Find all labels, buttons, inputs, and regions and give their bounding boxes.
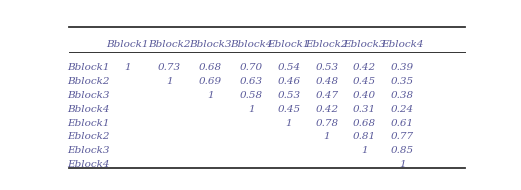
Text: Bblock4: Bblock4 [230,40,273,48]
Text: 1: 1 [400,160,406,169]
Text: Bblock2: Bblock2 [67,77,109,86]
Text: Bblock4: Bblock4 [67,105,109,114]
Text: 1: 1 [324,132,330,141]
Text: 0.53: 0.53 [277,91,301,100]
Text: Eblock1: Eblock1 [67,119,109,127]
Text: Eblock2: Eblock2 [67,132,109,141]
Text: 0.61: 0.61 [391,119,414,127]
Text: Eblock1: Eblock1 [268,40,310,48]
Text: Bblock2: Bblock2 [148,40,191,48]
Text: 0.68: 0.68 [353,119,376,127]
Text: 0.39: 0.39 [391,63,414,72]
Text: 0.68: 0.68 [199,63,222,72]
Text: 0.77: 0.77 [391,132,414,141]
Text: Bblock3: Bblock3 [189,40,232,48]
Text: Eblock2: Eblock2 [305,40,348,48]
Text: 1: 1 [166,77,172,86]
Text: 0.48: 0.48 [315,77,338,86]
Text: 0.63: 0.63 [240,77,263,86]
Text: 1: 1 [286,119,292,127]
Text: 0.47: 0.47 [315,91,338,100]
Text: 0.45: 0.45 [353,77,376,86]
Text: 1: 1 [207,91,214,100]
Text: 0.45: 0.45 [277,105,301,114]
Text: 0.73: 0.73 [158,63,181,72]
Text: Eblock3: Eblock3 [343,40,386,48]
Text: 0.81: 0.81 [353,132,376,141]
Text: 0.31: 0.31 [353,105,376,114]
Text: 1: 1 [362,146,368,155]
Text: 0.40: 0.40 [353,91,376,100]
Text: 0.78: 0.78 [315,119,338,127]
Text: 0.70: 0.70 [240,63,263,72]
Text: 0.54: 0.54 [277,63,301,72]
Text: 0.42: 0.42 [315,105,338,114]
Text: 0.69: 0.69 [199,77,222,86]
Text: 1: 1 [249,105,255,114]
Text: 0.24: 0.24 [391,105,414,114]
Text: 0.85: 0.85 [391,146,414,155]
Text: Eblock4: Eblock4 [67,160,109,169]
Text: 0.58: 0.58 [240,91,263,100]
Text: Eblock3: Eblock3 [67,146,109,155]
Text: 0.38: 0.38 [391,91,414,100]
Text: 0.42: 0.42 [353,63,376,72]
Text: Bblock1: Bblock1 [106,40,149,48]
Text: Eblock4: Eblock4 [381,40,424,48]
Text: Bblock3: Bblock3 [67,91,109,100]
Text: Bblock1: Bblock1 [67,63,109,72]
Text: 0.46: 0.46 [277,77,301,86]
Text: 0.35: 0.35 [391,77,414,86]
Text: 0.53: 0.53 [315,63,338,72]
Text: 1: 1 [125,63,131,72]
